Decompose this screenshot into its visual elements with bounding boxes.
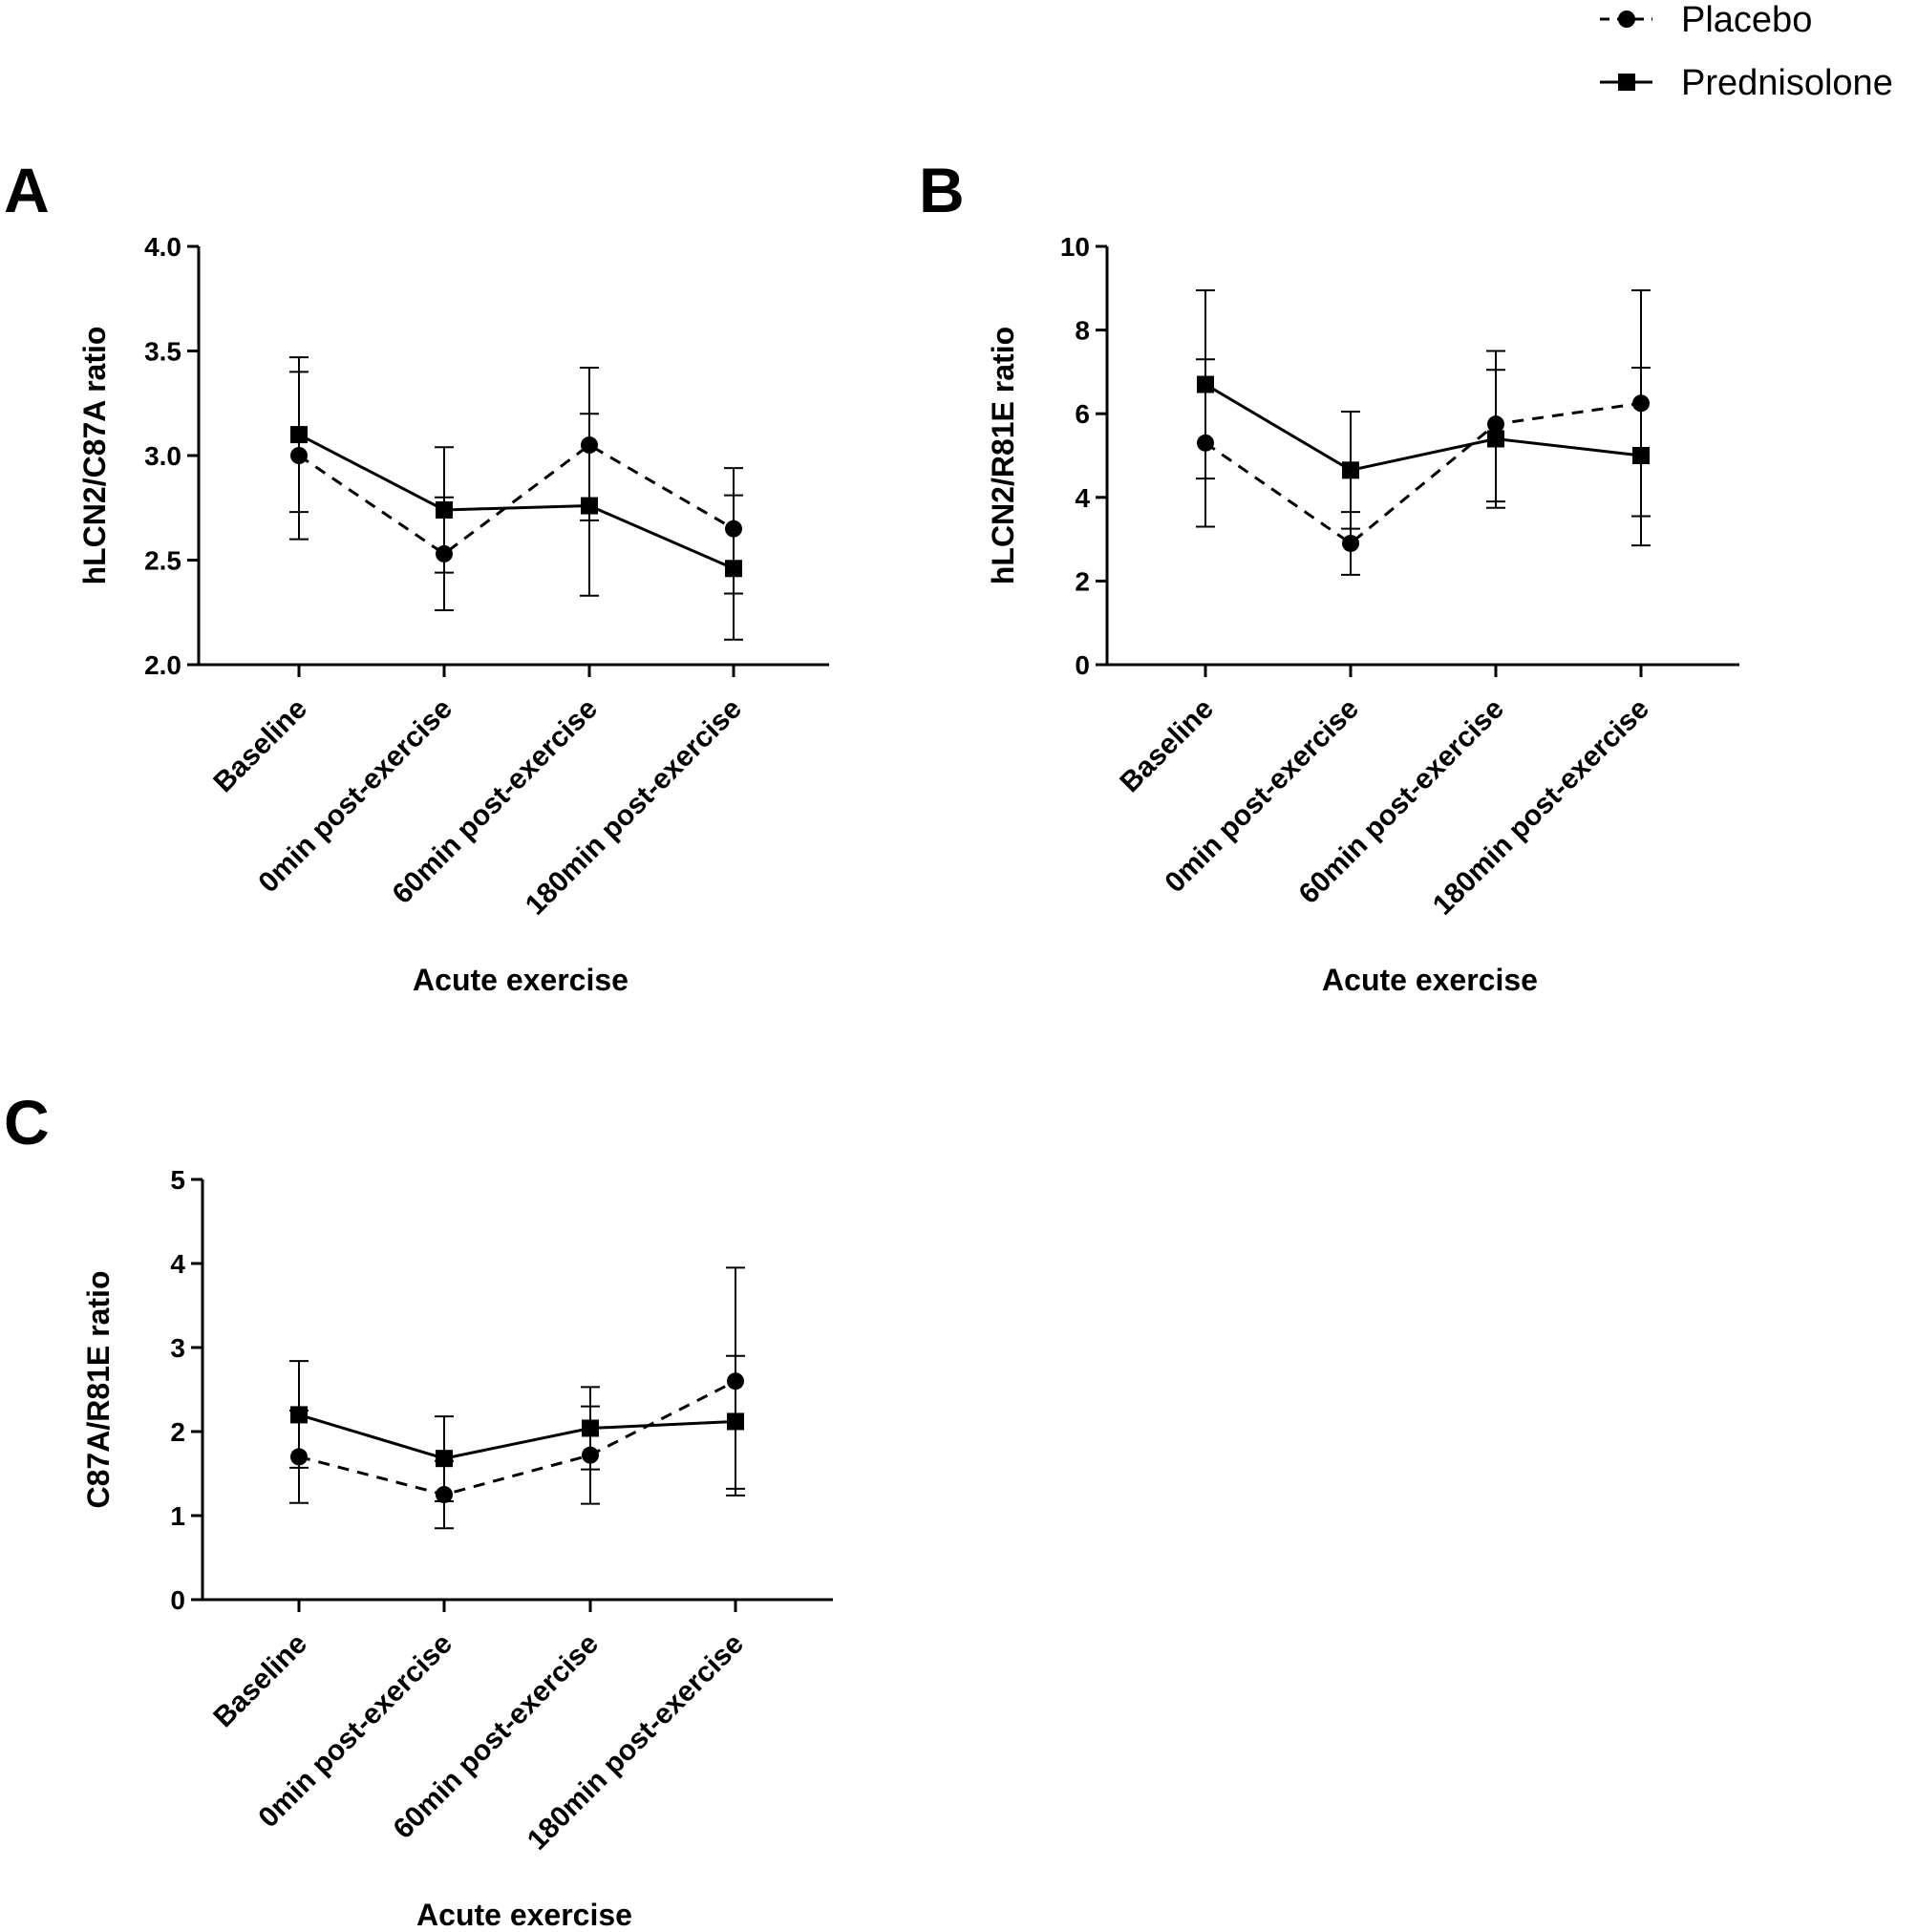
panel-a-prednisolone-square-point: [290, 426, 308, 444]
legend-prednisolone-square-icon: [1618, 74, 1635, 91]
legend-placebo-circle-icon: [1618, 11, 1635, 28]
panel-b-placebo-circle-point: [1342, 534, 1359, 552]
panel-c-x-axis-title: Acute exercise: [416, 1898, 632, 1932]
panel-a-prednisolone-series: [289, 356, 743, 641]
panel-b-prednisolone-square-point: [1197, 375, 1214, 393]
panel-b-y-tick-label: 2: [1075, 566, 1090, 596]
panel-b-x-label-baseline: Baseline: [1114, 693, 1220, 799]
panel-b-placebo-series: [1196, 288, 1651, 576]
legend: Placebo Prednisolone: [1600, 0, 1893, 103]
panel-b-letter: B: [919, 155, 965, 225]
panel-b-y-tick-label: 10: [1060, 232, 1090, 262]
panel-c-x-label-baseline: Baseline: [207, 1628, 313, 1734]
legend-placebo-label: Placebo: [1681, 0, 1812, 40]
panel-c-prednisolone-square-point: [436, 1450, 453, 1468]
panel-c-prednisolone-line: [298, 1412, 736, 1460]
panel-a-y-tick-label: 3.5: [144, 337, 181, 367]
panel-c-placebo-line: [298, 1379, 736, 1497]
panel-b-prednisolone-square-point: [1487, 430, 1504, 448]
panel-c-y-axis-title: C87A/R81E ratio: [81, 1271, 116, 1509]
panel-c-prednisolone-square-point: [582, 1419, 599, 1437]
panel-c-y-tick-label: 1: [170, 1501, 185, 1531]
panel-a-prednisolone-square-point: [436, 500, 453, 519]
panel-a-placebo-line: [298, 443, 735, 556]
panel-a-y-tick-label: 2.0: [144, 650, 181, 680]
panel-b-y-tick-label: 6: [1075, 399, 1090, 429]
panel-c-y-tick-label: 3: [170, 1333, 185, 1363]
panel-b-prednisolone-square-point: [1342, 461, 1359, 479]
panel-a-prednisolone-line: [298, 433, 735, 570]
panel-a-y-tick-label: 4.0: [144, 232, 181, 262]
panel-a-y-tick-label: 2.5: [144, 546, 181, 576]
panel-a-y-axis-title: hLCN2/C87A ratio: [77, 327, 112, 585]
panel-c-letter: C: [4, 1087, 50, 1157]
panel-c-y-tick-label: 5: [170, 1165, 185, 1195]
panel-c-placebo-series: [289, 1266, 745, 1530]
panel-c-y-tick-label: 4: [170, 1249, 185, 1279]
panel-a-placebo-series: [289, 367, 743, 612]
panel-a-prednisolone-square-point: [581, 497, 598, 515]
panel-a-letter: A: [4, 155, 50, 225]
panel-b-x-axis-title: Acute exercise: [1322, 963, 1538, 997]
panel-b-y-tick-label: 0: [1075, 650, 1090, 680]
panel-c-y-tick-label: 2: [170, 1417, 185, 1447]
panel-a-prednisolone-square-point: [725, 560, 742, 578]
panel-a-x-axis-title: Acute exercise: [413, 963, 629, 997]
panel-b-y-tick-label: 8: [1075, 316, 1090, 346]
panel-b-prednisolone-line: [1204, 383, 1642, 472]
panel-a-y-tick-label: 3.0: [144, 441, 181, 471]
panel-b-placebo-line: [1204, 401, 1642, 545]
panel-a-x-label-baseline: Baseline: [207, 693, 313, 799]
panel-b-prednisolone-series: [1196, 288, 1651, 547]
panel-b-y-axis-title: hLCN2/R81E ratio: [986, 327, 1020, 584]
panel-c-prednisolone-series: [289, 1354, 745, 1503]
panel-b-prednisolone-square-point: [1632, 447, 1650, 464]
legend-prednisolone-label: Prednisolone: [1681, 63, 1893, 103]
panel-c-y-tick-label: 0: [170, 1585, 185, 1615]
panel-c-prednisolone-square-point: [290, 1406, 308, 1424]
panel-b-y-tick-label: 4: [1075, 483, 1090, 513]
panel-c-prednisolone-square-point: [727, 1412, 744, 1431]
